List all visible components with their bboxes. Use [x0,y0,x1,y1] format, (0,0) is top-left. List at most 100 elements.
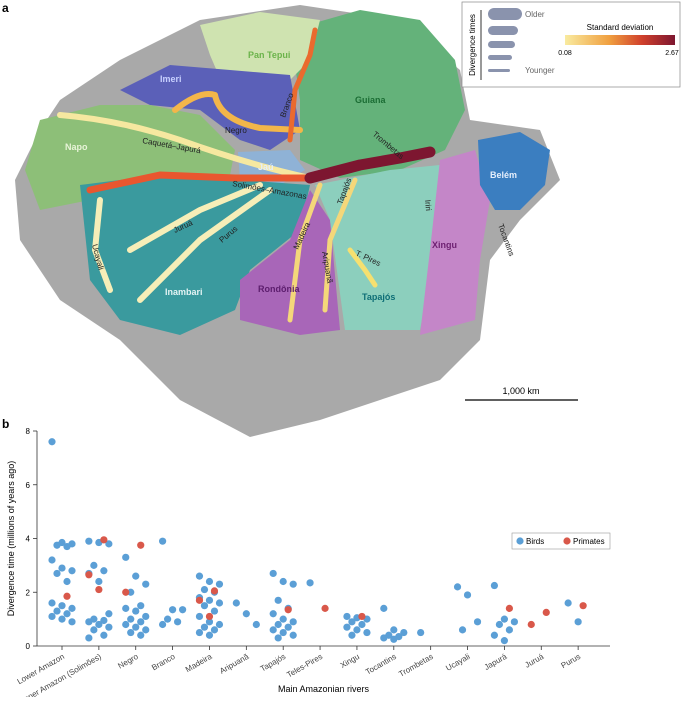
point [137,618,145,626]
point [164,615,172,623]
point [132,572,140,580]
region-label: Jaú [258,162,274,172]
point [159,620,167,629]
point [142,626,150,634]
point [58,602,66,610]
point [242,610,250,618]
point [269,610,277,618]
point [127,628,135,637]
point [353,626,361,634]
x-tick-label: Negro [116,652,140,671]
point [53,541,61,549]
color-bar [565,35,675,45]
point [137,602,145,610]
legend-marker [563,537,571,545]
point [105,623,113,631]
river-halo [172,91,303,133]
legend-label: Birds [526,537,544,546]
point [169,606,177,614]
point [289,618,297,626]
point [63,610,71,618]
point [500,637,508,645]
point [210,587,219,595]
point [142,580,150,588]
river-halo [86,171,314,194]
point [269,626,277,634]
point [279,628,287,637]
point [68,567,76,575]
point [473,618,482,626]
point [380,604,388,612]
x-tick-label: Teles-Pires [285,652,324,680]
point [122,553,130,561]
point [274,620,282,629]
y-tick-label: 6 [26,481,31,490]
point [205,577,214,586]
legend-label: Younger [525,66,555,75]
point [215,599,224,607]
region-label: Inambari [165,287,203,297]
point [90,561,98,569]
y-axis-label: Divergence time (millions of years ago) [6,461,16,617]
point [527,620,535,629]
point [85,634,93,642]
point [53,607,61,615]
legend-swatch [488,41,515,48]
point [252,620,260,629]
point [68,604,76,612]
point [105,610,113,618]
point [159,537,167,545]
point [195,572,204,580]
point [100,567,108,575]
river-halo [322,177,358,313]
point [358,612,366,621]
point [458,626,467,634]
x-tick-label: Ucayali [444,652,471,673]
rivers [57,27,436,323]
chart: 0 2 4 6 8 Divergence time (millions of years … [6,427,611,702]
region-label: Pan Tepui [248,50,290,60]
region-label: Napo [65,142,88,152]
point [100,631,108,639]
y-tick-label: 8 [26,427,31,436]
point [510,618,518,626]
legend-box [511,532,611,550]
map: a Pan Tepui Imeri Guiana Napo [2,1,681,437]
point [48,599,56,607]
panel-label: b [2,417,9,431]
point [306,579,314,587]
river-label: Negro [225,126,247,135]
river-halo [287,27,318,143]
point [279,615,287,623]
x-tick-label: Tapajós [259,652,287,674]
point [490,631,498,639]
point [142,612,150,621]
point [90,626,98,634]
point [289,580,297,588]
point [195,612,204,621]
panel-label: a [2,1,9,15]
region-labels: Pan Tepui Imeri Guiana Napo Jaú Belém In… [65,50,517,302]
region-napo [25,105,235,210]
point [215,620,224,629]
point [137,631,145,639]
point [505,604,513,612]
point [579,602,587,610]
point [363,628,371,637]
region-xingu [420,150,490,335]
point [400,628,408,637]
point [63,577,71,586]
point [68,618,76,626]
legend-label: Older [525,10,545,19]
x-tick-label: Japurá [483,652,509,672]
region-inambari [80,175,310,335]
point [95,620,103,629]
point [85,537,93,545]
point [205,618,214,626]
point [53,569,61,578]
x-tick-label: Purus [560,652,583,670]
point [279,577,287,586]
river-halo [304,146,436,184]
legend-title: Standard deviation [587,23,654,32]
